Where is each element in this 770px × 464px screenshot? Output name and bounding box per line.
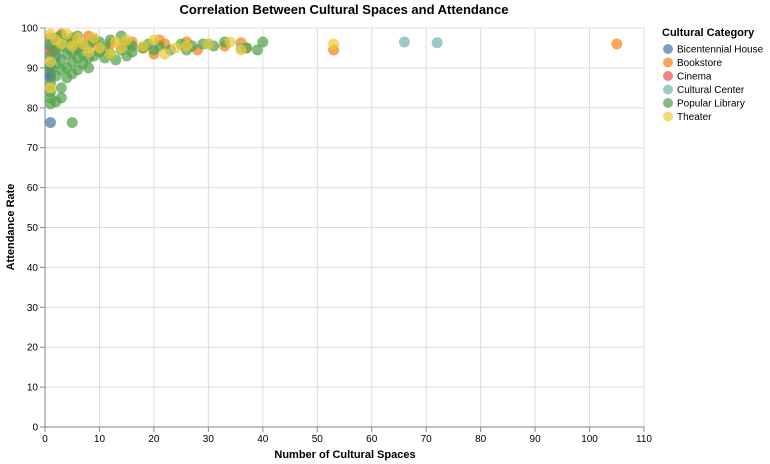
y-tick-label: 90 [27, 63, 39, 74]
legend-swatch [663, 84, 673, 95]
series-group [44, 28, 340, 94]
grid [44, 27, 645, 428]
y-tick-label: 70 [27, 143, 39, 154]
x-tick-label: 100 [581, 434, 598, 445]
legend-swatch [663, 44, 673, 54]
x-tick-label: 60 [366, 434, 378, 445]
data-point [251, 44, 263, 56]
legend-swatch [663, 57, 673, 68]
x-tick-label: 40 [257, 434, 269, 445]
y-tick-label: 10 [27, 383, 39, 394]
y-tick-label: 60 [27, 183, 39, 194]
x-axis-title: Number of Cultural Spaces [274, 449, 415, 461]
data-point [44, 117, 56, 129]
legend-label: Popular Library [677, 99, 745, 110]
data-point [55, 82, 67, 94]
legend-label: Bookstore [677, 58, 722, 69]
y-tick-label: 0 [32, 423, 38, 434]
x-tick-label: 0 [42, 434, 48, 445]
data-point [224, 36, 236, 48]
x-tick-label: 110 [636, 434, 652, 445]
y-tick-label: 80 [27, 103, 39, 114]
legend-swatch [663, 111, 673, 122]
x-tick-label: 20 [148, 434, 160, 445]
legend: Cultural Category Bicentennial House Book… [662, 27, 764, 123]
axes: 0 10 20 30 40 50 60 70 80 90 100 110 0 10 20 30 40 50 60 70… [21, 24, 652, 446]
y-tick-label: 40 [27, 263, 39, 274]
x-tick-label: 90 [530, 434, 542, 445]
data-point [398, 36, 410, 48]
data-point [431, 37, 443, 49]
data-point [77, 38, 89, 50]
data-point [55, 38, 67, 50]
data-point [611, 38, 623, 50]
x-tick-label: 10 [94, 434, 106, 445]
data-point [328, 38, 340, 50]
x-tick-label: 30 [203, 434, 215, 445]
data-point [66, 117, 78, 129]
y-axis-title: Attendance Rate [5, 184, 17, 271]
data-point [88, 32, 100, 44]
data-points [44, 28, 623, 129]
data-point [159, 48, 171, 60]
data-point [93, 42, 105, 54]
data-point [181, 40, 193, 52]
data-point [55, 92, 67, 104]
data-point [44, 82, 56, 94]
data-point [104, 48, 116, 60]
y-tick-label: 20 [27, 343, 39, 354]
x-tick-label: 50 [312, 434, 324, 445]
legend-swatch [663, 98, 673, 108]
legend-title: Cultural Category [662, 27, 755, 39]
legend-label: Cultural Center [677, 85, 745, 96]
data-point [66, 40, 78, 52]
legend-swatch [663, 71, 673, 81]
legend-label: Cinema [677, 72, 712, 83]
data-point [83, 46, 95, 58]
y-tick-label: 30 [27, 303, 39, 314]
data-point [235, 44, 247, 56]
x-tick-label: 70 [421, 434, 433, 445]
y-tick-label: 100 [21, 24, 38, 35]
data-point [44, 56, 56, 68]
data-point [148, 34, 160, 46]
data-point [202, 38, 214, 50]
data-point [83, 62, 95, 74]
legend-label: Bicentennial House [677, 45, 764, 56]
data-point [170, 42, 182, 54]
y-tick-label: 50 [27, 223, 39, 234]
data-point [121, 34, 133, 46]
legend-label: Theater [677, 112, 712, 123]
data-point [257, 36, 269, 48]
data-point [115, 42, 127, 54]
x-tick-label: 80 [475, 434, 487, 445]
data-point [61, 28, 73, 40]
data-point [137, 40, 149, 52]
chart-title: Correlation Between Cultural Spaces and … [180, 2, 509, 17]
